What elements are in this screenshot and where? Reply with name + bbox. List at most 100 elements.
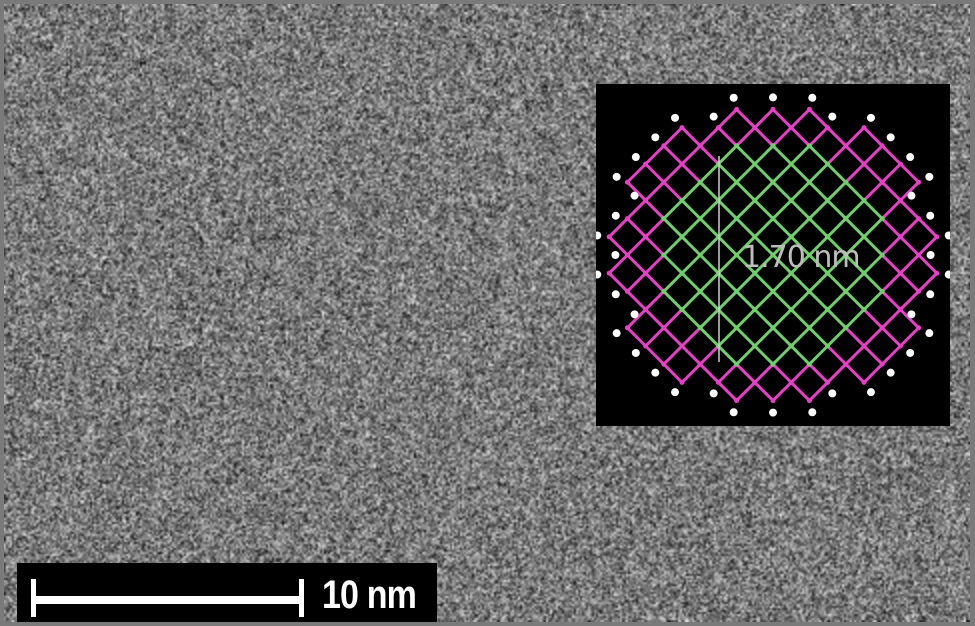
bond	[700, 255, 718, 273]
atom	[807, 180, 812, 185]
bond	[718, 291, 736, 309]
bond	[737, 200, 755, 218]
bond	[846, 273, 864, 291]
atom	[680, 344, 685, 349]
atom	[807, 107, 812, 112]
hydrogen-atom	[631, 310, 639, 318]
bond	[828, 182, 846, 200]
bond	[882, 182, 900, 200]
bond	[755, 164, 773, 182]
bond	[718, 364, 736, 382]
bond	[864, 164, 882, 182]
hydrogen-atom	[671, 388, 679, 396]
bond	[809, 146, 827, 164]
tem-figure: 1.70 nm 10 nm	[0, 0, 975, 626]
hydrogen-atom	[730, 408, 738, 416]
bond	[864, 146, 882, 164]
bond	[627, 164, 645, 182]
bond	[773, 328, 791, 346]
atom	[680, 380, 685, 385]
bond	[864, 200, 882, 218]
atom	[862, 307, 867, 312]
atom	[680, 307, 685, 312]
bond	[864, 237, 882, 255]
bond	[864, 346, 882, 364]
bond	[737, 364, 755, 382]
bond	[846, 346, 864, 364]
atom	[916, 216, 921, 221]
bond	[773, 382, 791, 400]
hydrogen-atom	[808, 94, 816, 102]
atom	[898, 344, 903, 349]
bond	[627, 273, 645, 291]
bond	[737, 328, 755, 346]
atom	[625, 253, 630, 258]
atom	[752, 198, 757, 203]
bond	[664, 310, 682, 328]
hydrogen-atom	[808, 408, 816, 416]
bond	[755, 364, 773, 382]
atom	[807, 362, 812, 367]
atom	[862, 162, 867, 167]
bond	[882, 219, 900, 237]
bond	[627, 291, 645, 309]
atom	[843, 180, 848, 185]
bond	[700, 219, 718, 237]
atom	[643, 271, 648, 276]
bond	[718, 219, 736, 237]
bond	[646, 255, 664, 273]
bond	[809, 182, 827, 200]
bond	[846, 364, 864, 382]
bond	[718, 273, 736, 291]
atom	[807, 289, 812, 294]
bond	[682, 310, 700, 328]
atom	[661, 216, 666, 221]
bond	[664, 146, 682, 164]
atom	[661, 325, 666, 330]
atom	[807, 143, 812, 148]
bond	[646, 146, 664, 164]
atom	[916, 289, 921, 294]
atom	[771, 216, 776, 221]
atom	[680, 234, 685, 239]
bond	[809, 200, 827, 218]
atom	[661, 180, 666, 185]
atom	[643, 198, 648, 203]
bond	[700, 328, 718, 346]
atom	[916, 180, 921, 185]
bond	[864, 182, 882, 200]
bond	[864, 364, 882, 382]
atom	[643, 162, 648, 167]
bond	[646, 291, 664, 309]
bond	[627, 237, 645, 255]
bond	[664, 364, 682, 382]
atom	[734, 398, 739, 403]
atom	[880, 253, 885, 258]
bond	[682, 128, 700, 146]
bond	[755, 310, 773, 328]
bond	[919, 273, 937, 291]
bond	[809, 164, 827, 182]
hydrogen-atom	[710, 389, 718, 397]
bond	[864, 128, 882, 146]
bond	[882, 255, 900, 273]
hydrogen-atom	[828, 389, 836, 397]
bond	[700, 200, 718, 218]
bond	[864, 219, 882, 237]
bond	[791, 310, 809, 328]
atom	[825, 198, 830, 203]
hydrogen-atom	[596, 231, 601, 239]
atom	[734, 107, 739, 112]
bond	[864, 291, 882, 309]
hydrogen-atom	[769, 409, 777, 417]
bond	[664, 346, 682, 364]
atom	[880, 180, 885, 185]
bond	[791, 382, 809, 400]
scale-bar-label: 10 nm	[322, 573, 416, 618]
bond	[646, 200, 664, 218]
atom	[862, 344, 867, 349]
atom	[698, 362, 703, 367]
bond	[718, 255, 736, 273]
bond	[809, 109, 827, 127]
bond	[828, 364, 846, 382]
